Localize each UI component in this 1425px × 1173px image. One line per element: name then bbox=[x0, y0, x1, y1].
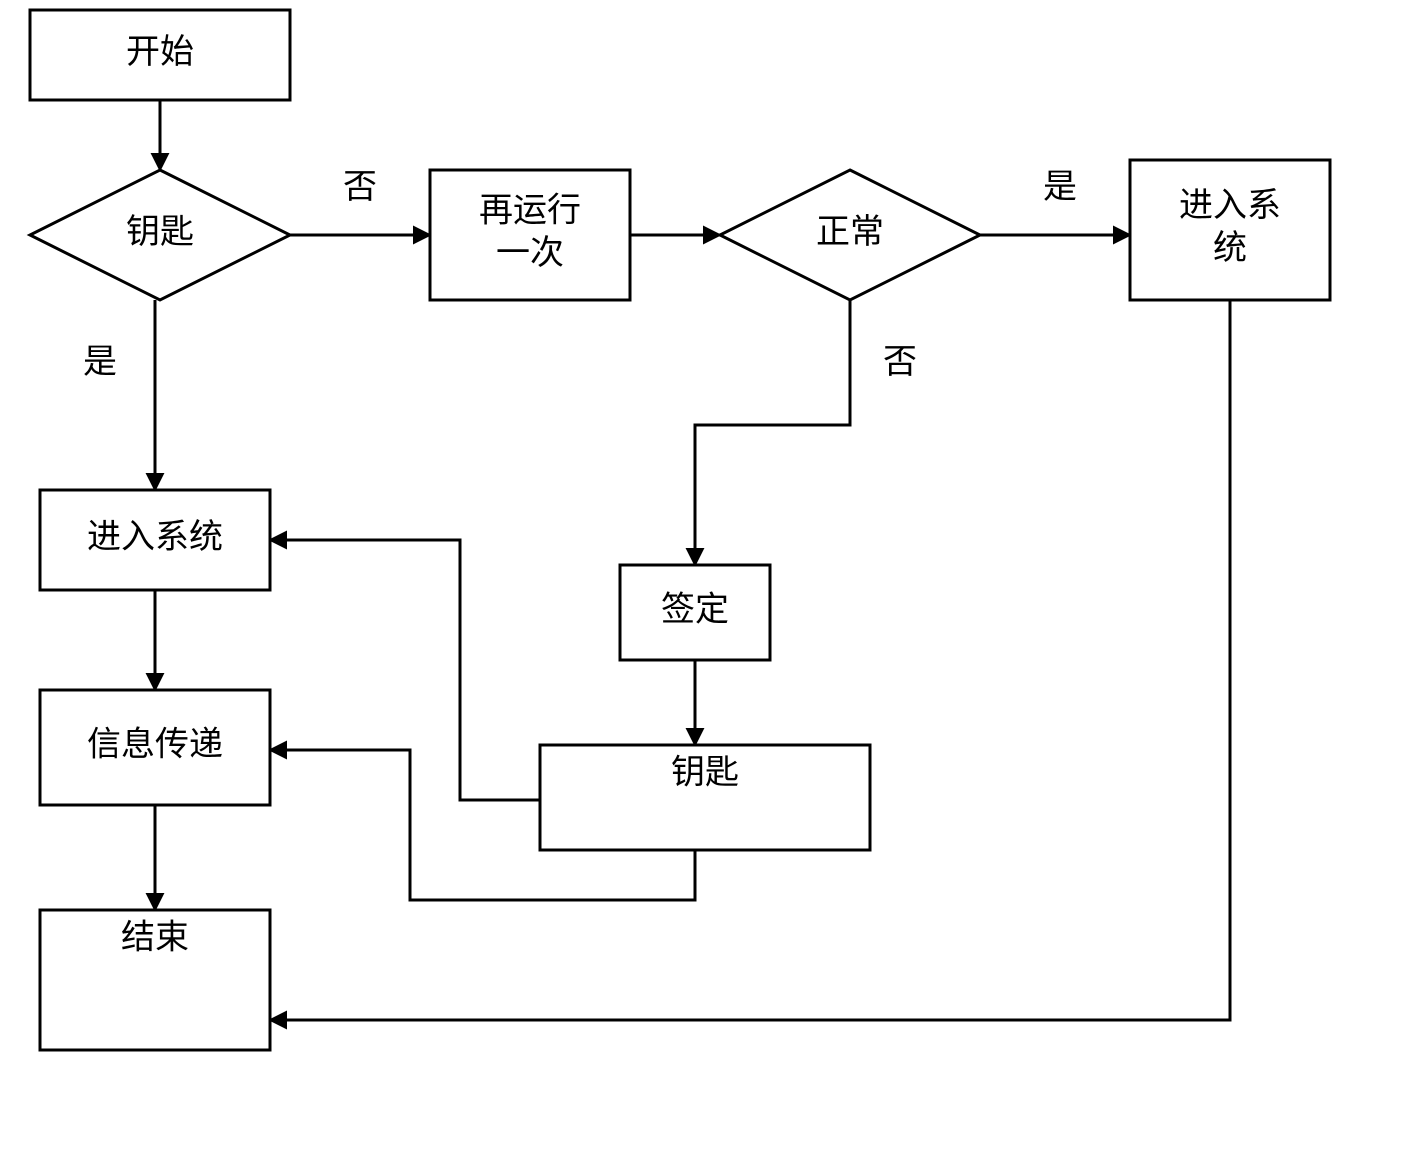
flowchart-canvas: 否是是否开始钥匙再运行一次正常进入系统进入系统信息传递结束签定钥匙 bbox=[0, 0, 1425, 1173]
node-label-enter2: 进入系 bbox=[1179, 188, 1281, 225]
node-label-rerun: 一次 bbox=[496, 234, 564, 272]
edge-label: 否 bbox=[343, 169, 377, 206]
edge-label: 是 bbox=[83, 344, 117, 381]
node-label-enter2: 统 bbox=[1213, 229, 1247, 267]
node-label-key2: 钥匙 bbox=[671, 754, 739, 791]
node-label-rerun: 再运行 bbox=[479, 192, 581, 230]
node-label-enter1: 进入系统 bbox=[87, 518, 223, 556]
node-label-start: 开始 bbox=[126, 33, 194, 71]
node-label-key: 钥匙 bbox=[126, 214, 194, 251]
node-label-end: 结束 bbox=[121, 918, 189, 956]
edge-key2-enter1 bbox=[270, 540, 540, 800]
edge-normal-sign bbox=[695, 300, 850, 565]
node-label-sign: 签定 bbox=[661, 590, 729, 628]
node-label-msg: 信息传递 bbox=[87, 725, 223, 763]
node-label-normal: 正常 bbox=[816, 214, 884, 251]
edge-label: 是 bbox=[1043, 169, 1077, 206]
edge-label: 否 bbox=[883, 344, 917, 381]
